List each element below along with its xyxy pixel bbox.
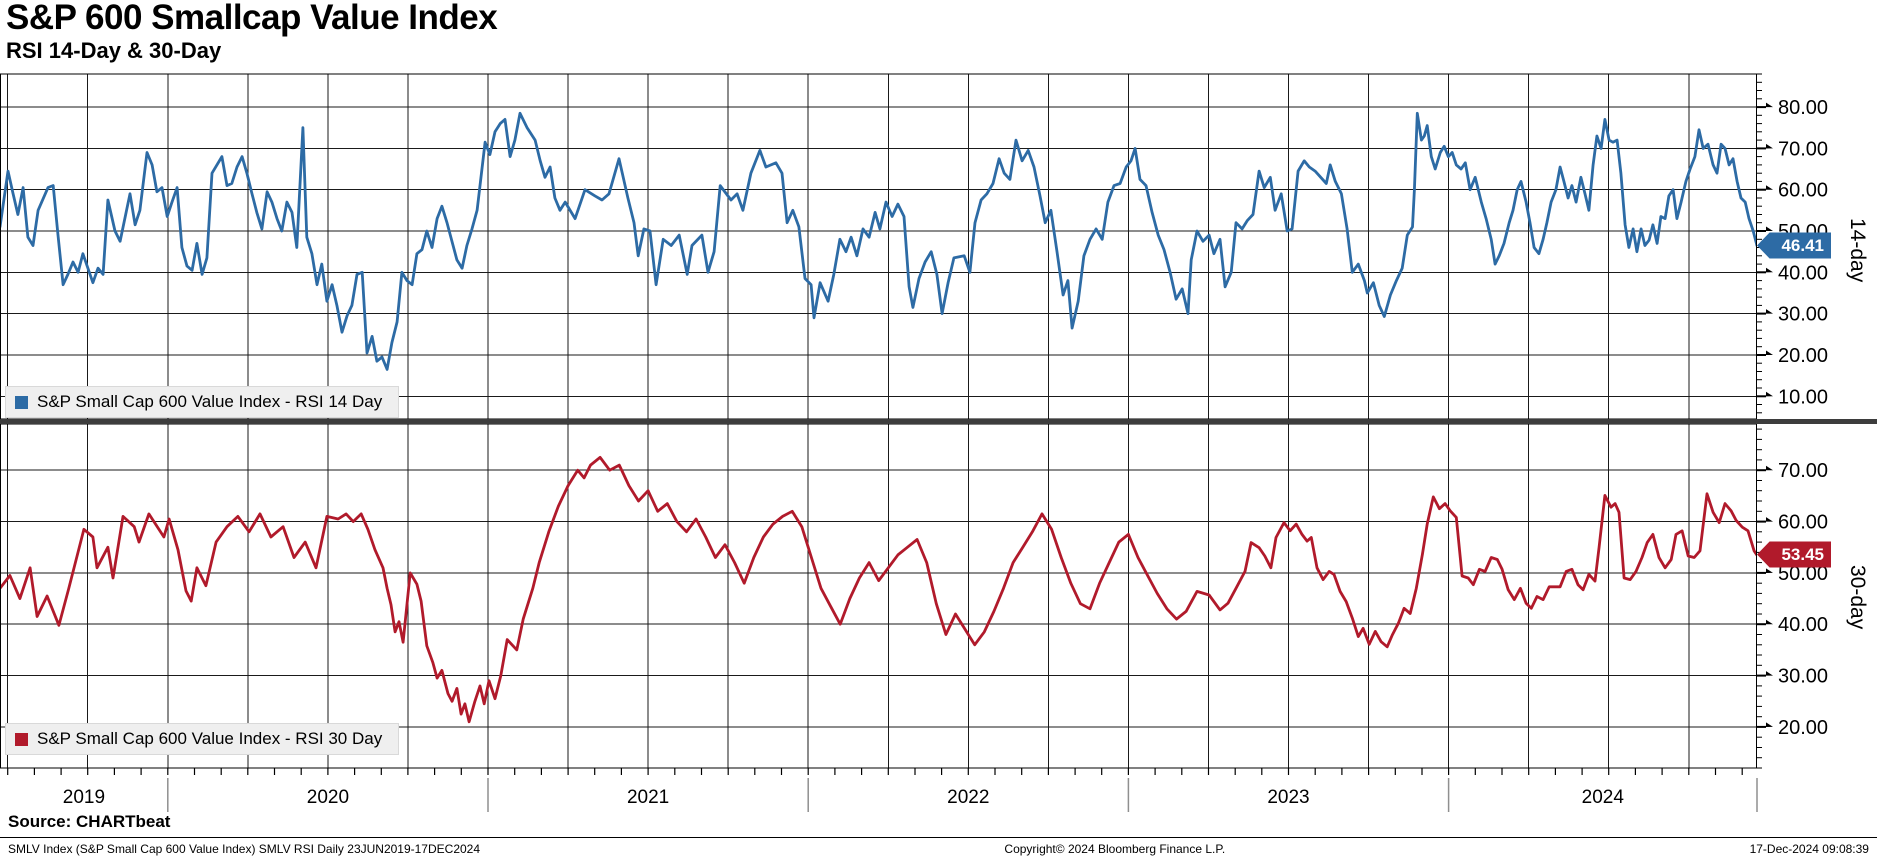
source-label: Source: CHARTbeat [8,812,171,831]
rsi30-axis-title: 30-day [1846,564,1869,630]
legend-rsi30[interactable]: S&P Small Cap 600 Value Index - RSI 30 D… [5,723,400,755]
y-tick-label: 70.00 [1778,460,1828,482]
rsi14-line-series [0,111,1757,371]
x-year-label: 2022 [947,787,989,808]
y-tick-label: 80.00 [1778,97,1828,119]
x-year-label: 2021 [627,787,669,808]
rsi30-last-value: 53.45 [1781,544,1824,564]
x-year-label: 2024 [1582,787,1625,808]
y-tick-label: 10.00 [1778,386,1828,408]
y-tick-label: 40.00 [1778,262,1828,284]
page-title: S&P 600 Smallcap Value Index [6,0,498,37]
rsi30-legend-swatch-icon [15,732,28,746]
y-tick-label: 70.00 [1778,138,1828,160]
y-tick-label: 20.00 [1778,345,1828,367]
rsi14-last-value: 46.41 [1781,235,1824,255]
rsi14-legend-label: S&P Small Cap 600 Value Index - RSI 14 D… [37,392,383,411]
x-year-label: 2020 [307,787,349,808]
y-tick-label: 60.00 [1778,512,1828,534]
chart-header: S&P 600 Smallcap Value Index RSI 14-Day … [6,0,498,63]
rsi30-last-value-badge: 53.45 [1757,541,1831,568]
rsi30-legend-label: S&P Small Cap 600 Value Index - RSI 30 D… [37,729,383,748]
rsi30-line-series [0,456,1757,724]
rsi14-last-value-badge: 46.41 [1757,232,1831,259]
page-subtitle: RSI 14-Day & 30-Day [6,37,222,63]
y-tick-label: 60.00 [1778,180,1828,202]
footer-copyright: Copyright© 2024 Bloomberg Finance L.P. [1004,842,1226,856]
footer-bar: SMLV Index (S&P Small Cap 600 Value Inde… [0,837,1877,856]
rsi14-axis-title: 14-day [1846,217,1869,283]
y-tick-label: 50.00 [1778,563,1828,585]
y-tick-label: 40.00 [1778,614,1828,636]
x-year-label: 2019 [63,787,105,808]
rsi14-legend-swatch-icon [15,395,28,409]
y-tick-label: 30.00 [1778,666,1828,688]
x-year-label: 2023 [1267,787,1309,808]
footer-timestamp: 17-Dec-2024 09:08:39 [1749,842,1869,856]
footer-security-info: SMLV Index (S&P Small Cap 600 Value Inde… [8,842,481,856]
legend-rsi14[interactable]: S&P Small Cap 600 Value Index - RSI 14 D… [5,386,400,418]
y-tick-label: 30.00 [1778,304,1828,326]
y-tick-label: 20.00 [1778,717,1828,739]
